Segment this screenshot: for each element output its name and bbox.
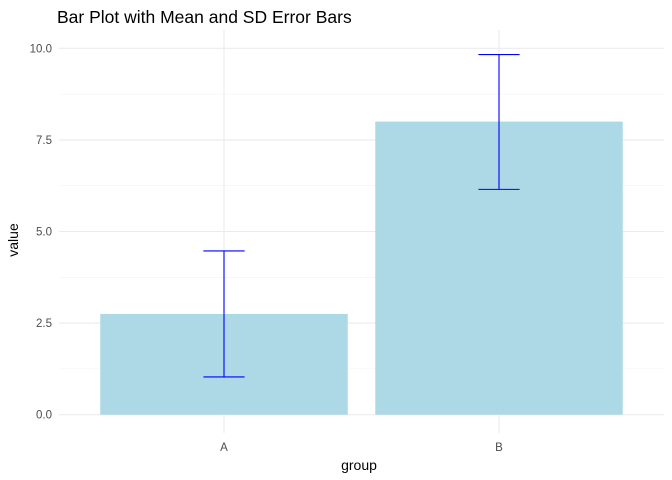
error-bars — [203, 53, 520, 378]
x-axis-title: group — [341, 457, 377, 473]
y-tick-label: 5.0 — [36, 227, 52, 239]
x-tick-label: A — [220, 442, 228, 454]
y-tick-label: 2.5 — [36, 318, 52, 330]
y-tick-label: 10.0 — [30, 43, 52, 55]
chart-title: Bar Plot with Mean and SD Error Bars — [57, 7, 352, 27]
y-axis-title: value — [5, 223, 21, 257]
y-tick-label: 0.0 — [36, 410, 52, 422]
y-axis-ticks: 0.0 2.5 5.0 7.5 10.0 — [30, 43, 52, 421]
bars — [100, 121, 623, 415]
x-tick-label: B — [495, 442, 503, 454]
y-tick-label: 7.5 — [36, 135, 52, 147]
